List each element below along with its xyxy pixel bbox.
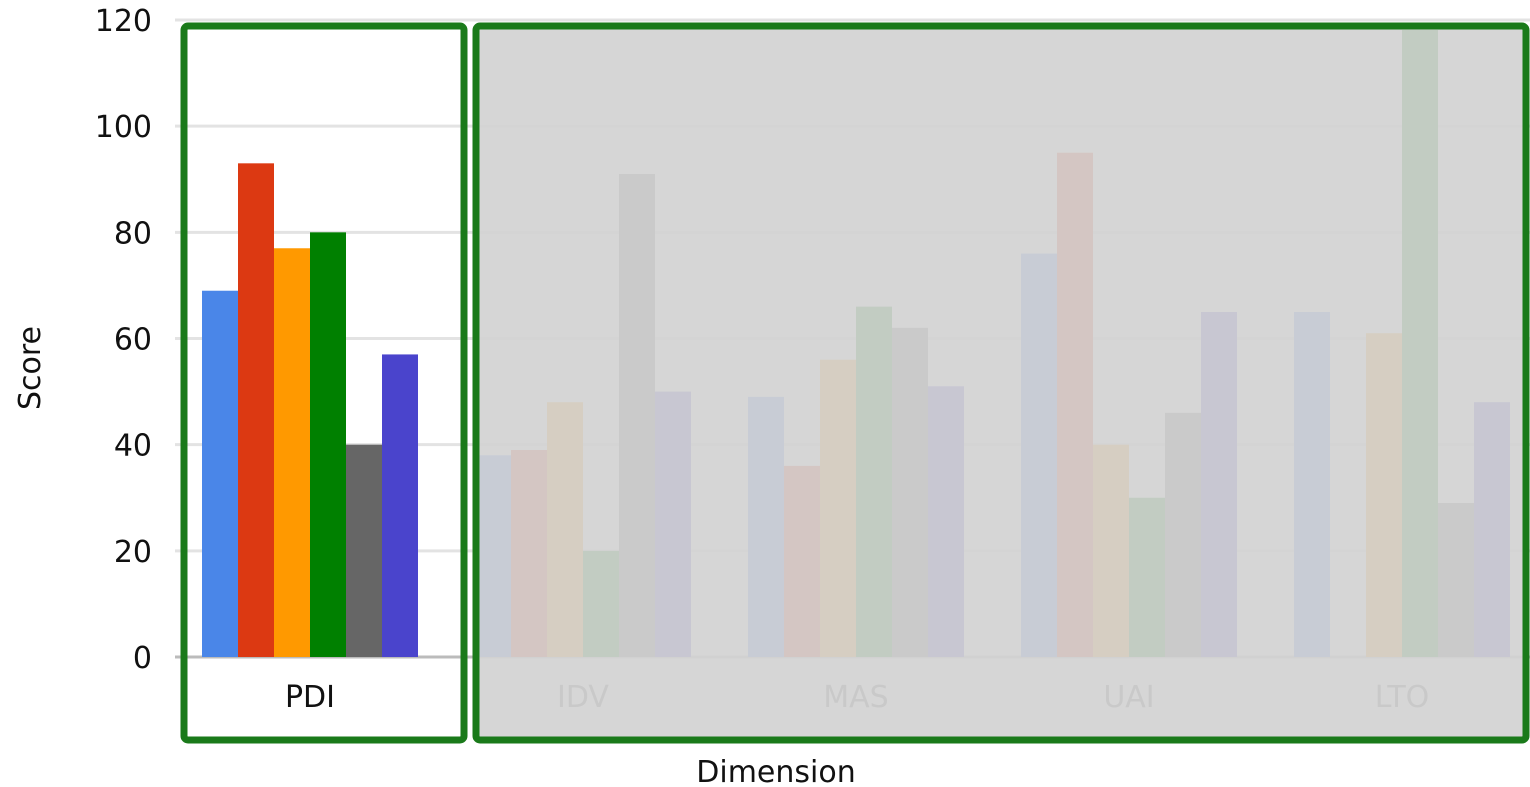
y-axis-ticks: 0 20 40 60 80 100 120 xyxy=(95,4,152,676)
highlight-frame-pdi xyxy=(180,22,468,744)
y-tick-label: 0 xyxy=(133,641,152,676)
x-tick-label: LTO xyxy=(1375,680,1430,715)
bar-pdi-2 xyxy=(274,248,310,657)
category-labels: PDI IDV MAS UAI LTO xyxy=(285,680,1429,715)
bar-pdi-5 xyxy=(382,354,418,657)
bar-pdi-3 xyxy=(310,232,346,658)
x-tick-label: MAS xyxy=(823,680,888,715)
y-tick-label: 60 xyxy=(114,323,152,358)
bar-pdi-4 xyxy=(346,444,382,657)
y-tick-label: 20 xyxy=(114,535,152,570)
bar-pdi-1 xyxy=(238,163,274,657)
bar-pdi-0 xyxy=(202,290,238,657)
y-axis-title: Score xyxy=(13,326,48,410)
x-tick-label: IDV xyxy=(557,680,609,715)
x-axis-title: Dimension xyxy=(696,755,855,787)
dim-overlay xyxy=(475,24,1526,740)
dim-overlay-rect xyxy=(475,24,1526,740)
y-tick-label: 120 xyxy=(95,4,152,39)
y-tick-label: 40 xyxy=(114,429,152,464)
x-tick-label: UAI xyxy=(1103,680,1154,715)
highlight-frame-rest xyxy=(472,22,1530,744)
y-tick-label: 80 xyxy=(114,216,152,251)
x-tick-label: PDI xyxy=(285,680,335,715)
y-tick-label: 100 xyxy=(95,110,152,145)
highlight-frames xyxy=(180,22,1530,744)
